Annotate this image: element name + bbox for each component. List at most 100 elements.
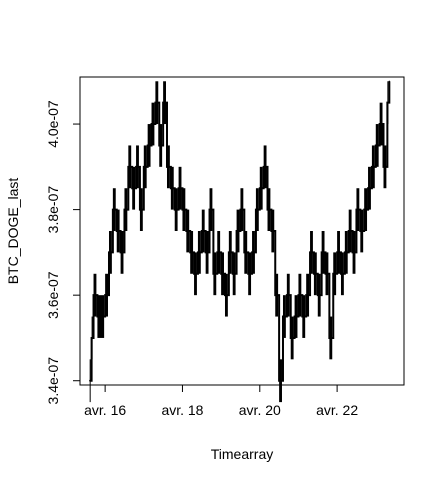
series-band <box>97 295 105 338</box>
series-band <box>105 273 108 317</box>
series-band <box>267 188 271 231</box>
data-point <box>228 251 230 253</box>
data-point <box>166 166 168 168</box>
series-band <box>329 316 333 360</box>
data-point <box>90 337 93 339</box>
data-point <box>112 209 114 211</box>
data-point <box>386 102 388 104</box>
data-point <box>143 166 145 168</box>
series-band <box>321 231 325 274</box>
series-band <box>112 188 116 231</box>
data-point <box>336 251 338 253</box>
data-point <box>158 144 160 147</box>
data-point <box>139 209 141 211</box>
series-band <box>337 231 340 274</box>
series-band <box>275 273 279 317</box>
data-point <box>328 337 330 339</box>
data-point <box>348 230 350 232</box>
data-series <box>89 80 391 403</box>
data-point <box>274 294 276 296</box>
x-tick-label: avr. 18 <box>161 402 203 418</box>
series-band <box>217 231 221 274</box>
series-band <box>124 188 128 231</box>
series-band <box>286 273 290 317</box>
data-point <box>355 209 358 211</box>
series-band <box>143 145 147 189</box>
series-band <box>116 209 120 253</box>
series-band <box>108 231 112 274</box>
data-point <box>243 251 245 253</box>
data-point <box>247 273 249 275</box>
data-point <box>162 102 164 104</box>
data-point <box>363 209 365 211</box>
x-tick-label: avr. 16 <box>84 402 126 418</box>
data-point <box>379 123 381 125</box>
data-point <box>232 273 234 275</box>
series-band <box>248 252 252 296</box>
data-point <box>123 209 126 211</box>
data-point <box>251 251 253 253</box>
data-point <box>92 294 95 296</box>
data-point <box>382 166 385 168</box>
series-band <box>240 188 244 231</box>
series-band <box>282 295 286 338</box>
x-tick-label: avr. 22 <box>316 402 358 418</box>
series-band <box>136 145 139 189</box>
data-point <box>212 273 214 275</box>
series-band <box>302 295 306 338</box>
data-point <box>154 102 156 104</box>
series-band <box>170 166 174 210</box>
data-point <box>185 230 187 232</box>
data-point <box>193 273 195 275</box>
series-band <box>356 188 360 231</box>
y-tick-label: 4.0e-07 <box>45 100 61 148</box>
series-band <box>194 252 197 296</box>
data-point <box>263 166 265 168</box>
series-band <box>364 188 368 231</box>
series-band <box>186 209 190 253</box>
data-point <box>305 294 307 296</box>
data-point <box>216 251 218 253</box>
data-point <box>324 273 327 275</box>
data-point <box>239 209 242 211</box>
series-band <box>306 273 310 317</box>
data-point <box>119 251 122 253</box>
data-point <box>197 251 199 253</box>
data-point <box>255 209 257 211</box>
data-point <box>108 251 110 253</box>
data-point <box>259 187 261 189</box>
series-band <box>147 124 151 167</box>
y-tick-label: 3.6e-07 <box>45 271 61 319</box>
data-point <box>282 315 284 318</box>
series-band <box>255 188 259 231</box>
data-point <box>278 380 280 382</box>
series-band <box>368 166 371 210</box>
data-point <box>297 294 300 296</box>
data-point <box>181 209 184 211</box>
series-band <box>178 166 182 210</box>
data-point <box>131 187 133 189</box>
x-axis: avr. 16 avr. 18 avr. 20 avr. 22 <box>84 385 358 418</box>
series-band <box>159 124 163 167</box>
data-point <box>290 337 292 339</box>
series-band <box>224 273 228 317</box>
data-point <box>96 315 98 318</box>
y-axis-title: BTC_DOGE_last <box>5 178 21 285</box>
series-band <box>352 231 356 274</box>
data-point <box>224 294 226 296</box>
series-band <box>371 145 375 189</box>
series-band <box>236 209 240 253</box>
data-point <box>235 230 238 232</box>
series-band <box>340 252 344 296</box>
y-tick-label: 3.8e-07 <box>45 186 61 234</box>
series-band <box>174 188 178 231</box>
series-band <box>360 209 364 253</box>
series-band <box>155 81 159 125</box>
data-point <box>127 166 129 168</box>
data-point <box>293 315 296 318</box>
y-tick-label: 3.4e-07 <box>45 357 61 405</box>
data-point <box>344 251 346 253</box>
series-band <box>163 81 166 125</box>
